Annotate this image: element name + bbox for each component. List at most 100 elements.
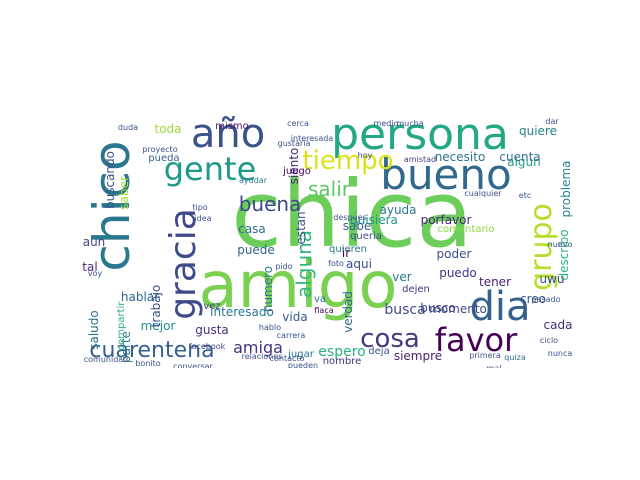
cloud-word-algun: algun [507,155,541,169]
cloud-word-quiere: quiere [519,124,557,138]
cloud-word-relaciones: relaciones [241,352,283,361]
cloud-word-dia: dia [469,284,531,330]
cloud-word-verdad: verdad [341,291,355,333]
cloud-word-queria: queria [350,231,382,242]
cloud-word-buena: buena [238,192,302,216]
cloud-word-comentario: comentario [437,224,495,235]
cloud-word-jugar: jugar [288,349,314,360]
cloud-word-duda: duda [117,123,139,132]
word-cloud: chica amigo persona bueno chico año gent… [80,112,580,368]
cloud-word-estan: estan [294,211,308,245]
cloud-word-puedo: puedo [439,266,477,280]
cloud-word-carrera: carrera [276,331,306,340]
cloud-word-amigo: amigo [198,249,398,323]
cloud-word-pueda: pueda [148,153,180,164]
cloud-word-cosa: cosa [360,324,420,354]
cloud-word-flaca: flaca [314,306,334,315]
cloud-word-interesada: interesada [290,134,334,143]
cloud-word-aqui: aqui [346,257,372,271]
cloud-word-hablo: hablo [258,323,282,332]
cloud-word-ayudar: ayudar [239,176,267,185]
cloud-word-contacto: contacto [269,354,305,363]
cloud-word-cuenta: cuenta [499,150,541,164]
cloud-word-sabe: sabe [342,219,372,233]
cloud-word-hablar: hablar [120,290,160,304]
cloud-word-medio: medio [373,119,399,128]
cloud-word-cualquier: cualquier [464,189,502,198]
cloud-word-tener: tener [478,275,512,289]
cloud-word-hoy: hoy [357,151,373,160]
cloud-word-vez: vez [203,301,221,312]
cloud-word-cada: cada [543,318,573,332]
cloud-word-saludo: saludo [87,310,101,350]
cloud-word-tipo: tipo [192,203,208,212]
cloud-word-tal: tal [82,260,98,274]
cloud-word-juego: juego [283,166,311,177]
cloud-word-nuevo: nuevo [547,240,573,249]
cloud-word-necesito: necesito [434,150,486,164]
cloud-word-bueno: bueno [380,150,512,199]
cloud-word-gusta: gusta [195,323,229,337]
cloud-word-aun: aun [82,235,106,249]
cloud-word-numero: numero [261,265,275,313]
cloud-word-dejen: dejen [402,284,430,295]
cloud-word-gustaria: gustaria [277,139,311,148]
cloud-word-puede: puede [237,243,275,257]
cloud-word-mal: mal [487,365,502,369]
cloud-word-mucha: mucha [396,119,424,128]
cloud-word-vida: vida [282,310,308,324]
cloud-word-ano: año [190,112,266,157]
cloud-word-quiza: quiza [504,353,526,362]
cloud-word-uwu: uwu [539,272,565,286]
cloud-word-problema: problema [559,160,573,218]
cloud-word-gracia: gracia [163,208,204,320]
cloud-word-momento: momento [429,302,487,316]
cloud-word-ayuda: ayuda [379,203,417,217]
cloud-word-tiempo: tiempo [302,146,394,176]
cloud-word-saber: saber [117,176,131,210]
cloud-word-creo: creo [520,292,546,306]
cloud-word-cuarentena: cuarentena [89,338,215,363]
cloud-word-va: va [313,294,327,305]
cloud-word-espero: espero [318,344,366,360]
cloud-word-mejor: mejor [140,319,176,333]
cloud-word-pido: pido [275,262,293,271]
cloud-word-bonito: bonito [135,359,161,368]
cloud-word-quieren: quieren [329,244,367,255]
cloud-word-despues: despues [333,213,367,222]
cloud-word-voy: voy [87,269,103,278]
cloud-word-siempre: siempre [393,349,443,363]
cloud-word-quisiera: quisiera [350,213,398,227]
cloud-word-persona: persona [331,112,509,160]
cloud-word-deja: deja [368,346,390,357]
cloud-word-busco: busco [420,301,456,315]
cloud-word-compartir: compartir [116,301,127,351]
cloud-word-pasado: pasado [531,295,561,304]
cloud-word-interesado: interesado [210,305,274,319]
cloud-word-mismo: mismo [215,121,249,132]
cloud-word-buscando: buscando [103,151,117,209]
cloud-word-trabajo: trabajo [149,284,163,328]
cloud-word-toda: toda [154,122,182,136]
cloud-word-etc: etc [518,191,532,200]
cloud-word-proyecto: proyecto [142,145,178,154]
cloud-word-comunidad: comunidad [83,355,129,364]
cloud-word-ir: ir [341,246,351,260]
cloud-word-idea: idea [194,214,212,223]
cloud-word-gente: gente [163,150,257,188]
cloud-word-casa: casa [238,222,266,236]
cloud-word-conversar: conversar [173,362,213,369]
cloud-word-amistad: amistad [403,155,437,164]
cloud-word-porfavor: porfavor [420,213,472,227]
cloud-word-chica: chica [231,161,473,268]
cloud-word-primera: primera [469,351,501,360]
cloud-word-nombre: nombre [322,356,362,367]
cloud-word-ver: ver [392,270,412,284]
cloud-word-poder: poder [436,247,472,261]
cloud-word-cerca: cerca [287,119,309,128]
cloud-word-ciclo: ciclo [539,336,559,345]
cloud-word-dar: dar [545,117,559,126]
cloud-word-favor: favor [434,321,518,359]
cloud-word-nunca: nunca [547,349,573,358]
